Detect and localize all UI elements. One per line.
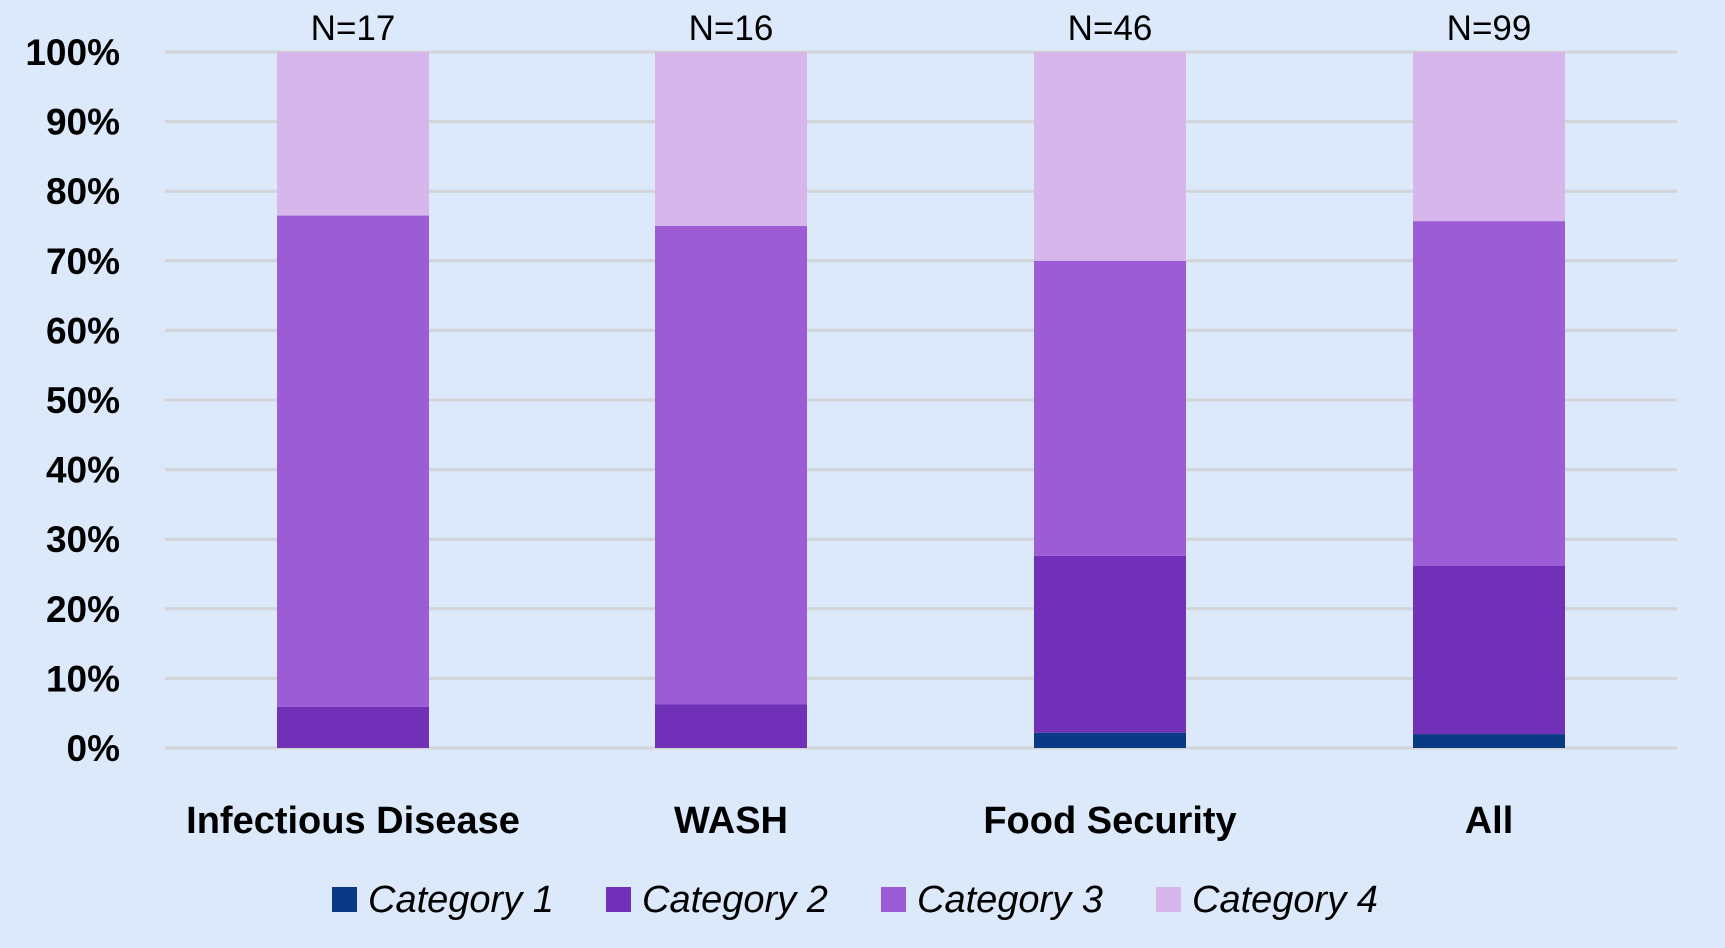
bar-segment-category-4 bbox=[277, 52, 429, 216]
legend: Category 1 Category 2 Category 3 Category 4 bbox=[332, 879, 1378, 921]
legend-swatch bbox=[1156, 887, 1181, 912]
legend-item: Category 1 bbox=[332, 879, 554, 921]
legend-swatch bbox=[606, 887, 631, 912]
y-tick-label: 60% bbox=[46, 310, 120, 351]
bar-segment-category-3 bbox=[655, 226, 807, 705]
bar-segment-category-2 bbox=[277, 706, 429, 748]
y-tick-label: 100% bbox=[25, 32, 120, 73]
bar-segment-category-3 bbox=[1034, 260, 1186, 556]
bar-segment-category-1 bbox=[1034, 732, 1186, 748]
bar-segment-category-1 bbox=[1413, 734, 1565, 748]
bar-segment-category-3 bbox=[1413, 221, 1565, 566]
n-annotation: N=17 bbox=[311, 9, 396, 48]
legend-item: Category 3 bbox=[881, 879, 1103, 921]
legend-swatch bbox=[332, 887, 357, 912]
n-annotation: N=99 bbox=[1447, 9, 1532, 48]
y-tick-label: 50% bbox=[46, 380, 120, 421]
bars bbox=[277, 52, 1565, 748]
y-axis-ticks: 0% 10% 20% 30% 40% 50% 60% 70% 80% 90% 100% bbox=[25, 32, 120, 769]
bar-segment-category-4 bbox=[1413, 52, 1565, 222]
n-annotation: N=16 bbox=[689, 9, 774, 48]
bar-segment-category-4 bbox=[1034, 52, 1186, 261]
n-annotation: N=46 bbox=[1068, 9, 1153, 48]
x-axis-categories: Infectious Disease WASH Food Security All bbox=[186, 800, 1513, 842]
y-tick-label: 80% bbox=[46, 171, 120, 212]
x-category-label: WASH bbox=[674, 800, 788, 842]
n-annotations: N=17 N=16 N=46 N=99 bbox=[311, 9, 1532, 48]
bar-segment-category-3 bbox=[277, 215, 429, 707]
legend-item: Category 4 bbox=[1156, 879, 1378, 921]
legend-swatch bbox=[881, 887, 906, 912]
y-tick-label: 20% bbox=[46, 589, 120, 630]
legend-item: Category 2 bbox=[606, 879, 828, 921]
legend-label: Category 1 bbox=[368, 879, 554, 921]
y-tick-label: 70% bbox=[46, 241, 120, 282]
y-tick-label: 0% bbox=[67, 728, 120, 769]
legend-label: Category 2 bbox=[642, 879, 828, 921]
legend-label: Category 4 bbox=[1192, 879, 1378, 921]
legend-label: Category 3 bbox=[917, 879, 1103, 921]
bar-segment-category-4 bbox=[655, 52, 807, 226]
bar-segment-category-2 bbox=[655, 704, 807, 748]
bar-segment-category-2 bbox=[1034, 555, 1186, 733]
y-tick-label: 90% bbox=[46, 102, 120, 143]
y-tick-label: 30% bbox=[46, 519, 120, 560]
y-tick-label: 40% bbox=[46, 450, 120, 491]
bar-segment-category-2 bbox=[1413, 565, 1565, 735]
x-category-label: Food Security bbox=[983, 800, 1236, 842]
x-category-label: Infectious Disease bbox=[186, 800, 520, 842]
x-category-label: All bbox=[1465, 800, 1514, 842]
y-tick-label: 10% bbox=[46, 658, 120, 699]
